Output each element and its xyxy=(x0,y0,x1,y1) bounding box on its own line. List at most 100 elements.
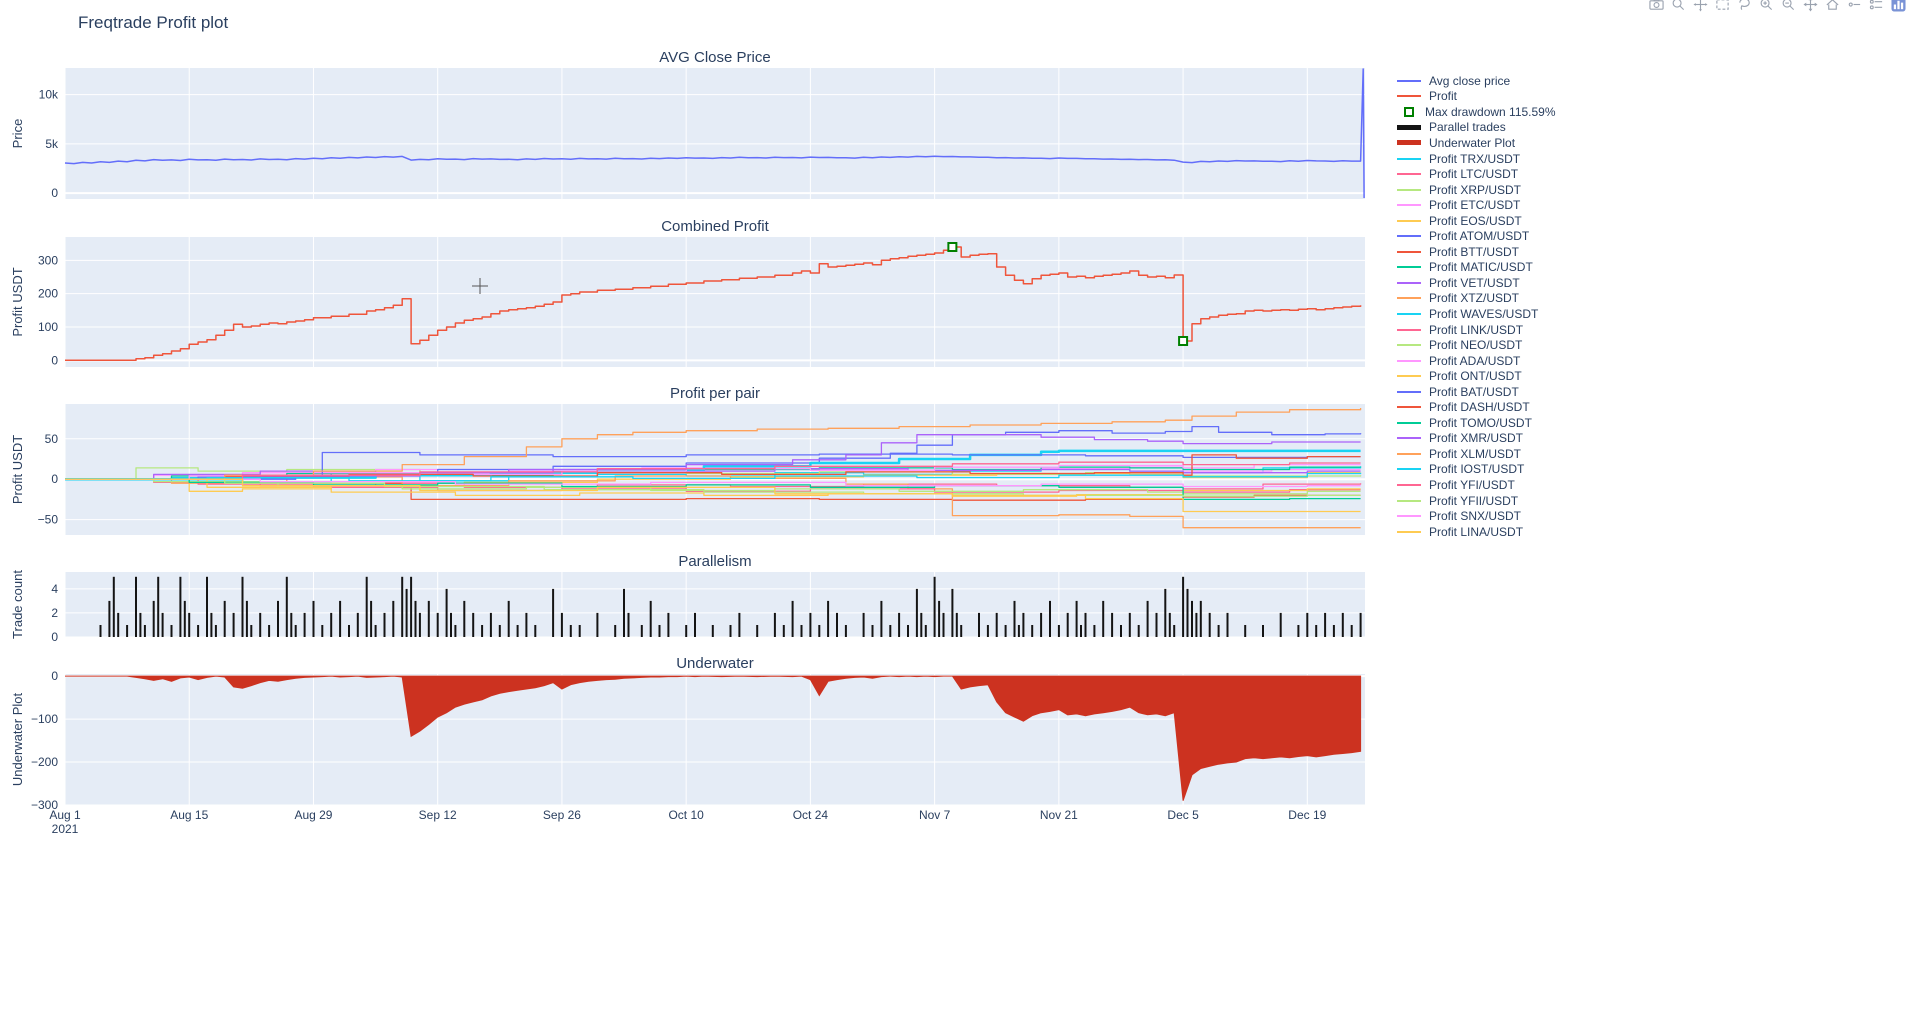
camera-icon[interactable] xyxy=(1649,0,1664,12)
legend-item-profit-lina-usdt[interactable]: Profit LINA/USDT xyxy=(1397,524,1556,540)
reset-axes-icon[interactable] xyxy=(1825,0,1840,12)
plot-background xyxy=(65,237,1365,367)
legend-label: Profit BTT/USDT xyxy=(1429,244,1520,259)
parallelism-bar xyxy=(356,612,359,637)
legend-item-profit-ltc-usdt[interactable]: Profit LTC/USDT xyxy=(1397,166,1556,182)
pan-icon[interactable] xyxy=(1693,0,1708,12)
legend-item-profit-link-usdt[interactable]: Profit LINK/USDT xyxy=(1397,322,1556,338)
parallelism-bar xyxy=(1022,612,1025,637)
y-tick-label: 5k xyxy=(45,137,59,151)
autoscale-icon[interactable] xyxy=(1803,0,1818,12)
series-line-profit-snx-usdt xyxy=(65,478,1361,488)
legend-label: Profit YFI/USDT xyxy=(1429,477,1515,492)
parallelism-bar xyxy=(1120,625,1122,637)
legend-line-icon xyxy=(1397,281,1421,284)
legend-item-profit-matic-usdt[interactable]: Profit MATIC/USDT xyxy=(1397,260,1556,276)
y-tick-label: −200 xyxy=(31,755,58,769)
legend-item-profit-dash-usdt[interactable]: Profit DASH/USDT xyxy=(1397,399,1556,415)
y-tick-label: 4 xyxy=(51,582,58,596)
series-line-profit-lina-usdt xyxy=(65,478,1361,513)
parallelism-bar xyxy=(920,612,923,637)
legend-line-icon xyxy=(1397,437,1421,440)
legend-item-profit-yfi-usdt[interactable]: Profit YFI/USDT xyxy=(1397,477,1556,493)
legend-item-profit-btt-usdt[interactable]: Profit BTT/USDT xyxy=(1397,244,1556,260)
legend-item-profit-waves-usdt[interactable]: Profit WAVES/USDT xyxy=(1397,306,1556,322)
legend-item-parallel-trades[interactable]: Parallel trades xyxy=(1397,120,1556,136)
parallelism-bar xyxy=(560,612,563,637)
y-axis-title: Profit USDT xyxy=(10,267,25,336)
x-tick-label: Oct 24 xyxy=(793,808,829,822)
legend-item-underwater-plot[interactable]: Underwater Plot xyxy=(1397,135,1556,151)
legend-item-profit-xmr-usdt[interactable]: Profit XMR/USDT xyxy=(1397,431,1556,447)
legend-item-profit-yfii-usdt[interactable]: Profit YFII/USDT xyxy=(1397,493,1556,509)
parallelism-bar xyxy=(1084,612,1087,637)
parallelism-bar xyxy=(392,600,395,637)
legend-item-profit-eos-usdt[interactable]: Profit EOS/USDT xyxy=(1397,213,1556,229)
legend-item-profit-iost-usdt[interactable]: Profit IOST/USDT xyxy=(1397,462,1556,478)
legend-label: Profit LTC/USDT xyxy=(1429,167,1519,182)
zoom-out-icon[interactable] xyxy=(1781,0,1796,12)
box-select-icon[interactable] xyxy=(1715,0,1730,12)
parallelism-bar xyxy=(472,612,475,637)
parallelism-bar xyxy=(942,612,945,637)
legend-item-profit-atom-usdt[interactable]: Profit ATOM/USDT xyxy=(1397,228,1556,244)
zoom-in-icon[interactable] xyxy=(1759,0,1774,12)
zoom-icon[interactable] xyxy=(1671,0,1686,12)
parallelism-bar xyxy=(1262,625,1264,637)
legend-item-profit-snx-usdt[interactable]: Profit SNX/USDT xyxy=(1397,508,1556,524)
parallelism-bar xyxy=(800,625,803,637)
plot-background xyxy=(65,68,1365,199)
parallelism-bar xyxy=(809,612,812,637)
legend-item-profit-ada-usdt[interactable]: Profit ADA/USDT xyxy=(1397,353,1556,369)
parallelism-bar xyxy=(791,600,794,637)
legend-item-profit-ont-usdt[interactable]: Profit ONT/USDT xyxy=(1397,368,1556,384)
parallelism-bar xyxy=(250,625,253,637)
parallelism-bar xyxy=(179,576,182,637)
legend-item-max-drawdown-115-59[interactable]: Max drawdown 115.59% xyxy=(1397,104,1556,120)
y-axis-title: Trade count xyxy=(10,570,25,639)
legend-item-profit-xlm-usdt[interactable]: Profit XLM/USDT xyxy=(1397,446,1556,462)
parallelism-bar xyxy=(907,625,909,637)
legend-label: Parallel trades xyxy=(1429,120,1506,135)
series-line-profit-xmr-usdt xyxy=(65,434,1361,480)
legend-item-profit-xtz-usdt[interactable]: Profit XTZ/USDT xyxy=(1397,291,1556,307)
legend-item-profit-vet-usdt[interactable]: Profit VET/USDT xyxy=(1397,275,1556,291)
x-tick-label: Sep 12 xyxy=(419,808,457,822)
parallelism-bar xyxy=(1128,612,1131,637)
parallelism-bar xyxy=(206,576,208,637)
parallelism-bar xyxy=(782,625,785,637)
legend-item-profit-trx-usdt[interactable]: Profit TRX/USDT xyxy=(1397,151,1556,167)
lasso-icon[interactable] xyxy=(1737,0,1752,12)
plotly-logo-icon[interactable] xyxy=(1891,0,1906,12)
parallelism-bar xyxy=(827,600,830,637)
parallelism-bar xyxy=(112,576,115,637)
parallelism-bar xyxy=(290,612,293,637)
y-tick-label: 2 xyxy=(51,606,58,620)
legend-item-profit-xrp-usdt[interactable]: Profit XRP/USDT xyxy=(1397,182,1556,198)
parallelism-bar xyxy=(294,625,297,637)
legend-item-avg-close-price[interactable]: Avg close price xyxy=(1397,73,1556,89)
y-tick-label: 300 xyxy=(38,253,58,267)
legend-label: Profit XRP/USDT xyxy=(1429,182,1522,197)
parallelism-bar xyxy=(1359,612,1362,637)
parallelism-bar xyxy=(450,612,452,637)
legend-item-profit-etc-usdt[interactable]: Profit ETC/USDT xyxy=(1397,197,1556,213)
legend-item-profit-neo-usdt[interactable]: Profit NEO/USDT xyxy=(1397,337,1556,353)
x-tick-label: Oct 10 xyxy=(668,808,704,822)
legend-label: Profit WAVES/USDT xyxy=(1429,306,1539,321)
legend-item-profit[interactable]: Profit xyxy=(1397,89,1556,105)
parallelism-bar xyxy=(277,600,279,637)
underwater-area xyxy=(65,675,1362,801)
hover-closest-icon[interactable] xyxy=(1847,0,1862,12)
parallelism-bar xyxy=(898,612,901,637)
legend-item-profit-bat-usdt[interactable]: Profit BAT/USDT xyxy=(1397,384,1556,400)
parallelism-bar xyxy=(507,600,510,637)
legend-item-profit-tomo-usdt[interactable]: Profit TOMO/USDT xyxy=(1397,415,1556,431)
y-axis-title: Underwater Plot xyxy=(10,693,25,787)
parallelism-bar xyxy=(915,588,918,637)
hover-compare-icon[interactable] xyxy=(1869,0,1884,12)
parallelism-bar xyxy=(161,612,164,637)
x-tick-label: Nov 7 xyxy=(919,808,951,822)
y-axis-title: Profit USDT xyxy=(10,435,25,504)
